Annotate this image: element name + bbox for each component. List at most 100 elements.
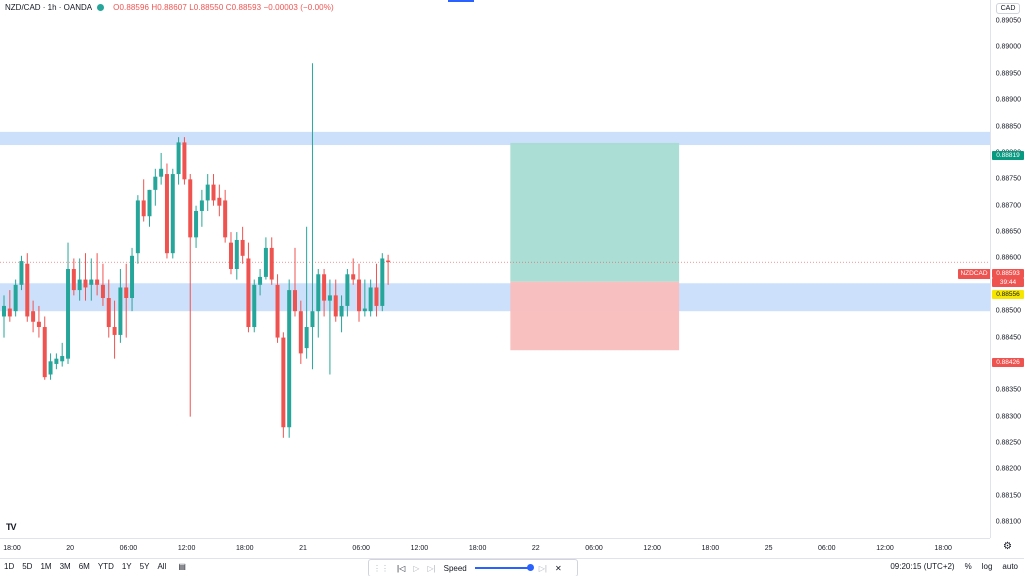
price-tick-label: 0.89000 (995, 43, 1021, 51)
symbol-title[interactable]: NZD/CAD · 1h · OANDA (5, 3, 93, 12)
price-tick-label: 0.88200 (995, 465, 1021, 473)
speed-label: Speed (443, 563, 467, 573)
range-1d[interactable]: 1D (4, 562, 15, 571)
time-tick-label: 18:00 (701, 545, 720, 552)
range-ytd[interactable]: YTD (97, 562, 114, 571)
chart-area[interactable]: NZD/CAD · 1h · OANDA O0.88596 H0.88607 L… (0, 0, 990, 538)
stop-price-label: 0.88426 (992, 358, 1024, 367)
candle-body-8 (48, 361, 53, 375)
range-all[interactable]: All (157, 562, 167, 571)
time-tick-label: 12:00 (876, 545, 894, 552)
candle-body-35 (205, 184, 210, 201)
price-tick-label: 0.88950 (995, 70, 1021, 78)
candle-body-50 (293, 290, 297, 312)
price-tick-label: 0.88500 (995, 307, 1021, 315)
candle-body-43 (252, 284, 257, 328)
candle-body-0 (2, 305, 6, 317)
range-1y[interactable]: 1Y (121, 562, 132, 571)
candle-body-1 (7, 308, 12, 317)
time-tick-label: 06:00 (585, 545, 603, 552)
candle-body-36 (211, 184, 216, 201)
candle-body-45 (263, 247, 268, 277)
range-3m[interactable]: 3M (59, 562, 71, 571)
clock-time[interactable]: 09:20:15 (UTC+2) (890, 562, 955, 571)
candle-body-7 (42, 327, 47, 378)
candle-body-46 (269, 247, 274, 280)
percent-toggle[interactable]: % (964, 562, 972, 571)
time-tick-label: 18:00 (3, 545, 21, 552)
play-icon[interactable]: ▷ (413, 563, 420, 573)
candle-body-52 (304, 327, 309, 349)
step-forward-icon[interactable]: ▷| (427, 563, 436, 573)
price-tick-label: 0.88250 (995, 439, 1021, 447)
profit-zone (510, 142, 680, 282)
zone-band-1 (0, 283, 990, 312)
currency-button[interactable]: CAD (996, 3, 1020, 14)
log-toggle[interactable]: log (981, 562, 993, 571)
price-scale[interactable]: 0.89050 0.89000 0.88950 0.88900 0.88850 0.888… (990, 0, 1024, 538)
candle-body-23 (135, 200, 140, 254)
candle-body-40 (234, 239, 239, 269)
candle-body-32 (188, 179, 193, 238)
close-replay-icon[interactable]: ✕ (555, 563, 562, 573)
settings-gear-icon[interactable]: ⚙ (1003, 541, 1012, 552)
candle-body-39 (228, 242, 233, 269)
candle-body-47 (275, 284, 280, 338)
candle-body-64 (374, 287, 379, 306)
candle-body-19 (112, 327, 117, 335)
candle-body-6 (36, 321, 41, 328)
candle-body-11 (66, 269, 71, 359)
candle-body-13 (77, 279, 82, 291)
candle-body-37 (217, 197, 222, 206)
speed-slider-knob[interactable] (526, 564, 534, 571)
candle-body-55 (322, 274, 327, 301)
candle-body-54 (316, 274, 321, 312)
candle-body-53 (310, 311, 315, 328)
range-6m[interactable]: 6M (78, 562, 90, 571)
candle-body-26 (153, 176, 158, 190)
candle-body-14 (83, 279, 88, 288)
time-tick-label: 06:00 (818, 545, 836, 552)
zone-band-0 (0, 131, 990, 146)
tradingview-logo[interactable]: TV (6, 522, 16, 532)
candle-body-22 (130, 255, 135, 299)
candle-body-57 (333, 295, 338, 317)
time-tick-label: 18:00 (468, 545, 487, 552)
time-axis[interactable]: 18:00 20 06:00 12:00 18:00 21 06:00 12:00 18:00 2… (0, 538, 990, 558)
jump-to-realtime-icon[interactable]: ▷| (538, 563, 547, 573)
price-tick-label: 0.88850 (995, 123, 1021, 131)
time-tick-label: 20 (66, 545, 75, 552)
speed-slider[interactable] (474, 564, 534, 571)
candle-body-61 (357, 279, 362, 312)
candle-body-62 (362, 308, 367, 312)
time-tick-label: 18:00 (934, 545, 952, 552)
replay-marker (448, 0, 474, 2)
range-5d[interactable]: 5D (22, 562, 33, 571)
price-tick-label: 0.88600 (995, 254, 1021, 262)
range-5y[interactable]: 5Y (139, 562, 150, 571)
candle-body-65 (380, 258, 385, 306)
price-tick-label: 0.88700 (995, 202, 1021, 210)
price-tick-label: 0.88100 (995, 518, 1021, 526)
candle-body-12 (71, 269, 76, 291)
time-tick-label: 12:00 (177, 545, 196, 552)
price-tick-label: 0.88650 (995, 228, 1021, 236)
candle-body-18 (106, 298, 111, 328)
candle-body-59 (345, 274, 350, 306)
time-tick-label: 21 (299, 545, 307, 552)
time-tick-label: 06:00 (119, 545, 138, 552)
candlestick-chart[interactable] (0, 0, 990, 538)
auto-toggle[interactable]: auto (1002, 562, 1018, 571)
time-tick-label: 22 (531, 545, 540, 552)
candle-body-48 (281, 337, 286, 428)
price-tick-label: 0.88900 (995, 96, 1021, 104)
drag-handle-icon[interactable]: ⋮⋮ (373, 563, 389, 573)
replay-select-icon[interactable]: |◁ (397, 563, 406, 573)
candle-body-66 (386, 260, 391, 263)
calendar-icon[interactable]: ▤ (178, 562, 186, 571)
range-1m[interactable]: 1M (40, 562, 52, 571)
time-tick-label: 25 (764, 545, 773, 552)
price-tick-label: 0.89050 (995, 17, 1021, 25)
candle-body-9 (54, 358, 59, 364)
candle-body-51 (298, 311, 303, 354)
